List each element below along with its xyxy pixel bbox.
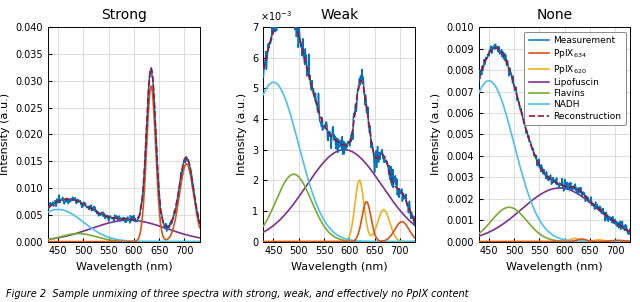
Line: PpIX$_{634}$: PpIX$_{634}$ [479, 239, 630, 242]
Reconstruction [595, 207, 602, 210]
PpIX$_{620}$ [595, 238, 602, 242]
Flavins [627, 240, 634, 243]
Measurement [536, 165, 544, 169]
PpIX$_{620}$ [541, 240, 549, 243]
X-axis label: Wavelength (nm): Wavelength (nm) [506, 262, 603, 272]
Title: Strong: Strong [101, 8, 147, 22]
Reconstruction [616, 223, 623, 227]
NADH [604, 240, 611, 243]
Lipofuscin [475, 234, 483, 238]
X-axis label: Wavelength (nm): Wavelength (nm) [76, 262, 172, 272]
Measurement [627, 233, 634, 236]
NADH [485, 79, 493, 83]
Line: PpIX$_{620}$: PpIX$_{620}$ [479, 238, 630, 242]
Line: Measurement: Measurement [479, 44, 630, 234]
Reconstruction [627, 230, 634, 234]
Line: Flavins: Flavins [479, 207, 630, 242]
Measurement [595, 208, 602, 211]
Text: $\times10^{-3}$: $\times10^{-3}$ [260, 9, 292, 23]
Lipofuscin [604, 215, 611, 219]
PpIX$_{634}$ [536, 240, 544, 243]
Lipofuscin [595, 208, 602, 212]
Line: Reconstruction: Reconstruction [479, 48, 630, 232]
Text: Figure 2  Sample unmixing of three spectra with strong, weak, and effectively no: Figure 2 Sample unmixing of three spectr… [6, 289, 469, 299]
Reconstruction [492, 46, 500, 50]
PpIX$_{634}$ [541, 240, 549, 243]
Y-axis label: Intensity (a.u.): Intensity (a.u.) [237, 93, 246, 175]
Lipofuscin [616, 225, 623, 228]
Flavins [475, 232, 483, 236]
Measurement [616, 224, 623, 227]
Reconstruction [604, 214, 611, 218]
Flavins [616, 240, 623, 243]
Lipofuscin [579, 195, 587, 199]
Legend: Measurement, PpIX$_{634}$, PpIX$_{620}$, Lipofuscin, Flavins, NADH, Reconstructi: Measurement, PpIX$_{634}$, PpIX$_{620}$,… [525, 32, 626, 125]
PpIX$_{620}$ [536, 240, 544, 243]
Lipofuscin [556, 186, 563, 190]
NADH [579, 239, 587, 243]
Measurement [492, 43, 499, 46]
Lipofuscin [536, 193, 544, 197]
Measurement [604, 217, 611, 221]
Reconstruction [579, 192, 587, 196]
Measurement [541, 172, 549, 176]
PpIX$_{634}$ [475, 240, 483, 243]
NADH [475, 91, 483, 95]
Reconstruction [475, 78, 483, 82]
PpIX$_{634}$ [595, 240, 602, 243]
PpIX$_{620}$ [579, 239, 587, 243]
PpIX$_{634}$ [627, 239, 634, 243]
X-axis label: Wavelength (nm): Wavelength (nm) [291, 262, 387, 272]
Flavins [579, 240, 587, 243]
Flavins [595, 240, 602, 243]
Y-axis label: Intensity (a.u.): Intensity (a.u.) [431, 93, 441, 175]
Flavins [541, 236, 549, 239]
Lipofuscin [541, 190, 549, 194]
PpIX$_{620}$ [616, 240, 623, 243]
PpIX$_{634}$ [578, 237, 586, 241]
Reconstruction [536, 165, 544, 169]
NADH [595, 240, 602, 243]
PpIX$_{634}$ [616, 239, 623, 242]
NADH [616, 240, 623, 243]
PpIX$_{620}$ [475, 240, 483, 243]
NADH [627, 240, 634, 243]
Measurement [475, 79, 483, 83]
Measurement [579, 190, 587, 194]
Reconstruction [541, 172, 549, 176]
PpIX$_{620}$ [627, 240, 634, 243]
Lipofuscin [627, 230, 634, 234]
NADH [541, 227, 549, 230]
PpIX$_{620}$ [604, 239, 611, 243]
PpIX$_{620}$ [571, 236, 579, 240]
Flavins [505, 205, 513, 209]
NADH [536, 220, 544, 223]
PpIX$_{634}$ [604, 239, 611, 243]
Title: None: None [536, 8, 573, 22]
Y-axis label: Intensity (a.u.): Intensity (a.u.) [0, 93, 10, 175]
Line: Lipofuscin: Lipofuscin [479, 188, 630, 236]
PpIX$_{634}$ [579, 237, 587, 241]
Flavins [536, 233, 544, 236]
Flavins [604, 240, 611, 243]
Line: NADH: NADH [479, 81, 630, 242]
Title: Weak: Weak [320, 8, 358, 22]
